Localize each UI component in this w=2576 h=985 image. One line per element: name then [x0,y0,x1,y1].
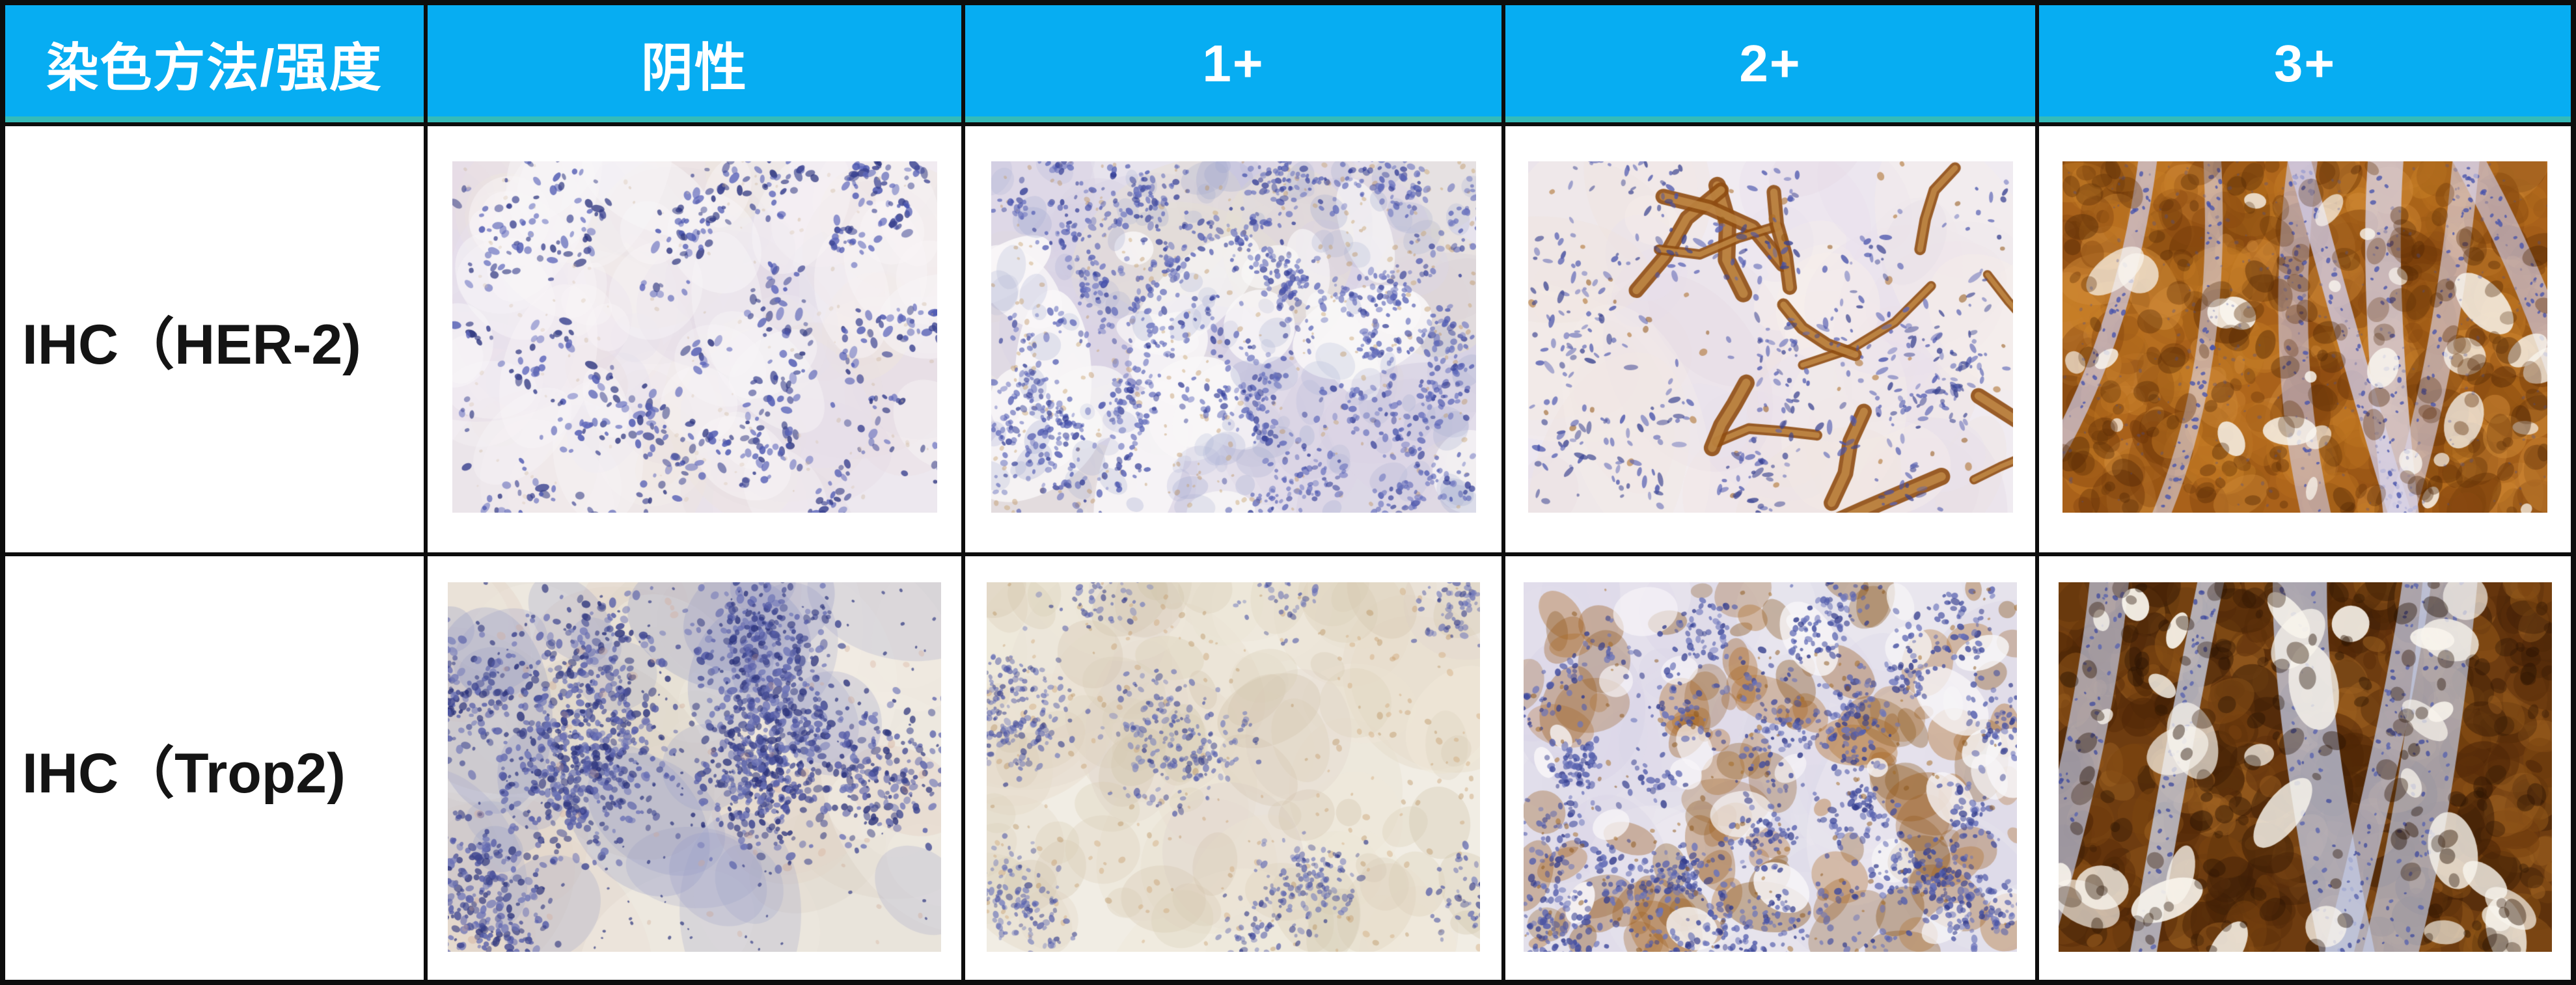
header-cell-negative: 阴性 [428,5,961,122]
her2-3plus-micrograph [2062,161,2547,513]
header-cell-1plus: 1+ [965,5,1501,122]
row-label-ihc-her2: IHC（HER-2) [5,126,424,552]
micrograph-cell-her2-3plus [2039,126,2571,552]
micrograph-cell-trop2-2plus [1505,556,2035,980]
row-label-ihc-trop2: IHC（Trop2) [5,556,424,980]
micrograph-cell-her2-negative [428,126,961,552]
her2-1plus-micrograph [991,161,1476,513]
header-cell-2plus: 2+ [1505,5,2035,122]
header-cell-3plus: 3+ [2039,5,2571,122]
her2-2plus-micrograph [1528,161,2013,513]
micrograph-cell-trop2-3plus [2039,556,2571,980]
micrograph-cell-her2-2plus [1505,126,2035,552]
trop2-negative-micrograph [448,582,941,952]
micrograph-cell-her2-1plus [965,126,1501,552]
header-cell-staining-method: 染色方法/强度 [5,5,424,122]
trop2-1plus-micrograph [987,582,1480,952]
trop2-2plus-micrograph [1524,582,2017,952]
micrograph-cell-trop2-negative [428,556,961,980]
micrograph-cell-trop2-1plus [965,556,1501,980]
trop2-3plus-micrograph [2058,582,2552,952]
her2-negative-micrograph [452,161,937,513]
